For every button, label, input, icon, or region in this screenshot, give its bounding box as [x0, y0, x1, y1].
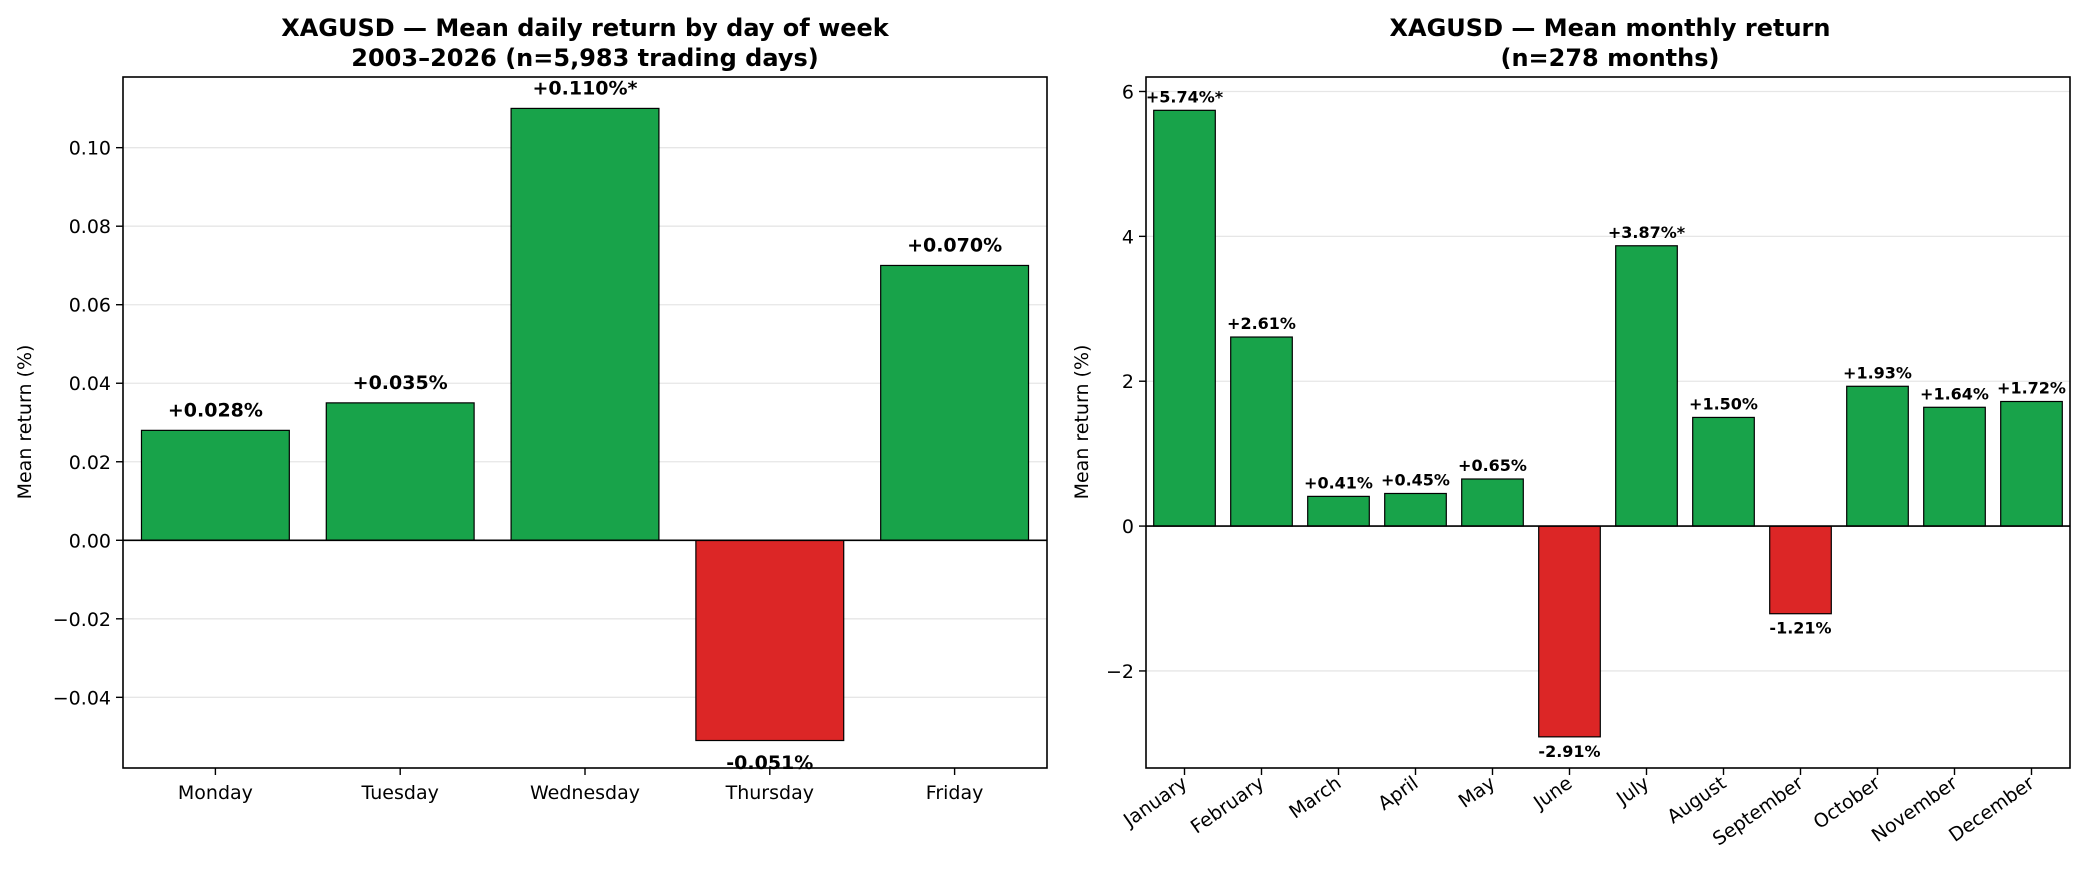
y-tick-label: −0.04 [53, 687, 111, 709]
x-tick-label: July [1612, 772, 1653, 810]
y-tick-label: 0.08 [69, 216, 111, 238]
x-tick-label: Friday [926, 782, 984, 804]
y-tick-label: −2 [1106, 661, 1134, 683]
data-label: +1.64% [1920, 384, 1989, 403]
data-label: +3.87%* [1608, 223, 1686, 242]
x-tick-label: Wednesday [530, 782, 640, 804]
x-tick-label: December [1945, 772, 2038, 847]
data-label: +0.45% [1381, 470, 1450, 489]
bar-friday [880, 264, 1030, 541]
y-tick-label: 0.06 [69, 295, 111, 317]
data-label: -0.051% [726, 752, 813, 774]
y-tick-label: 0 [1122, 516, 1134, 538]
y-tick-label: 0.00 [69, 530, 111, 552]
bar-thursday [695, 539, 845, 742]
bar-tuesday [325, 402, 475, 541]
data-label: -2.91% [1538, 742, 1600, 761]
chart-subtitle: 2003–2026 (n=5,983 trading days) [351, 44, 818, 72]
data-label: +1.72% [1997, 378, 2066, 397]
bar-october [1846, 385, 1909, 527]
data-label: +0.028% [168, 399, 263, 421]
bar-february [1230, 336, 1293, 527]
y-tick-label: 0.04 [69, 373, 111, 395]
data-label: +1.93% [1843, 363, 1912, 382]
monthly-chart-panel: XAGUSD — Mean monthly return (n=278 mont… [1071, 14, 2071, 850]
y-tick-label: 6 [1122, 81, 1134, 103]
bar-may [1461, 478, 1524, 527]
data-label: +0.110%* [533, 77, 638, 99]
x-tick-label: Thursday [725, 782, 814, 804]
bar-december [2000, 400, 2063, 527]
x-tick-label: May [1455, 772, 1500, 813]
y-tick-label: 2 [1122, 371, 1134, 393]
data-label: -1.21% [1769, 619, 1831, 638]
y-tick-label: 0.10 [69, 138, 111, 160]
x-tick-label: November [1868, 772, 1962, 847]
x-tick-label: February [1187, 772, 1269, 838]
bar-june [1538, 525, 1601, 738]
chart-title: XAGUSD — Mean daily return by day of wee… [281, 14, 890, 42]
y-axis-label: Mean return (%) [1071, 345, 1093, 500]
y-tick-label: 4 [1122, 226, 1134, 248]
bar-wednesday [510, 107, 660, 541]
data-label: +2.61% [1227, 314, 1296, 333]
bar-monday [140, 429, 290, 541]
x-tick-label: Tuesday [361, 782, 439, 804]
bar-august [1692, 416, 1755, 527]
y-tick-label: −0.02 [53, 609, 111, 631]
x-tick-label: April [1374, 772, 1422, 815]
data-label: +0.070% [907, 234, 1002, 256]
data-label: +1.50% [1689, 394, 1758, 413]
bar-april [1384, 492, 1447, 527]
bar-january [1153, 109, 1216, 527]
bar-july [1615, 245, 1678, 527]
y-tick-label: 0.02 [69, 452, 111, 474]
x-tick-label: August [1663, 772, 1730, 828]
x-tick-label: Monday [178, 782, 253, 804]
data-label: +0.41% [1304, 473, 1373, 492]
plot-frame [1145, 76, 2071, 769]
data-label: +5.74%* [1146, 87, 1224, 106]
x-tick-label: March [1285, 772, 1345, 823]
data-label: +0.65% [1458, 456, 1527, 475]
weekday-chart-panel: XAGUSD — Mean daily return by day of wee… [14, 14, 1048, 804]
data-label: +0.035% [353, 372, 448, 394]
bar-march [1307, 495, 1370, 527]
chart-subtitle: (n=278 months) [1500, 44, 1719, 72]
chart-title: XAGUSD — Mean monthly return [1390, 14, 1831, 42]
bar-november [1923, 406, 1986, 527]
x-tick-label: January [1119, 772, 1191, 832]
y-axis-label: Mean return (%) [14, 345, 36, 500]
x-tick-label: June [1529, 772, 1576, 814]
bar-september [1769, 525, 1832, 615]
